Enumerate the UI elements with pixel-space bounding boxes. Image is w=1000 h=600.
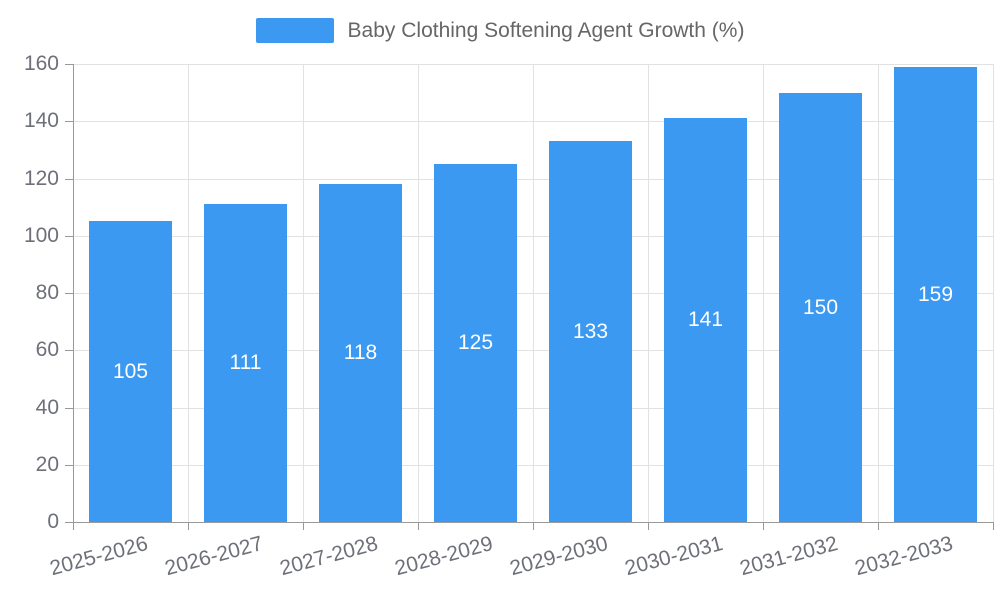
x-axis-line xyxy=(65,522,993,523)
y-axis-tick xyxy=(65,407,73,409)
gridline-vertical xyxy=(878,64,879,522)
y-axis-tick-label: 20 xyxy=(35,452,59,476)
x-axis-tick-label: 2029-2030 xyxy=(506,532,610,581)
x-axis-tick-label: 2032-2033 xyxy=(851,532,955,581)
gridline-vertical xyxy=(533,64,534,522)
bar: 159 xyxy=(894,67,977,522)
y-axis-tick xyxy=(65,178,73,180)
y-axis-tick xyxy=(65,464,73,466)
plot-area: 105 111 118 125 133 141 150 159 xyxy=(65,64,994,530)
y-axis-tick xyxy=(65,522,73,523)
x-axis-tick-label: 2026-2027 xyxy=(161,532,265,581)
bar-value-label: 150 xyxy=(802,295,839,319)
y-axis-tick-label: 40 xyxy=(35,395,59,419)
gridline-vertical xyxy=(993,64,994,522)
y-axis-tick xyxy=(65,293,73,294)
x-axis-tick xyxy=(878,522,879,530)
bar-value-label: 133 xyxy=(572,319,609,343)
y-axis-tick-label: 120 xyxy=(23,166,59,190)
bar: 118 xyxy=(319,184,402,522)
bar-value-label: 105 xyxy=(112,359,149,383)
x-axis-tick xyxy=(188,522,189,530)
bar: 133 xyxy=(549,141,632,522)
x-axis-tick xyxy=(303,522,304,530)
x-axis-tick-label: 2028-2029 xyxy=(391,532,495,581)
y-axis-line xyxy=(73,64,74,522)
y-axis-tick-label: 80 xyxy=(35,281,59,304)
gridline-vertical xyxy=(648,64,649,522)
x-axis-tick xyxy=(648,522,649,530)
bar-value-label: 159 xyxy=(917,282,954,306)
y-axis-tick xyxy=(65,235,73,237)
gridline-vertical xyxy=(303,64,304,522)
y-axis-labels: 0 20 40 60 80 100 120 140 160 xyxy=(0,52,62,533)
y-axis-tick-label: 0 xyxy=(47,510,59,533)
bar-value-label: 111 xyxy=(229,351,262,374)
legend-label: Baby Clothing Softening Agent Growth (%) xyxy=(347,18,745,42)
bar-value-label: 118 xyxy=(343,341,378,364)
bar: 150 xyxy=(779,93,862,522)
y-axis-tick xyxy=(65,350,73,352)
x-axis-tick xyxy=(533,522,534,530)
x-axis-labels: 2025-2026 2026-2027 2027-2028 2028-2029 2029… xyxy=(47,532,993,600)
y-axis-tick-label: 100 xyxy=(23,223,59,247)
bar-value-label: 125 xyxy=(457,331,494,354)
x-axis-tick xyxy=(73,522,74,530)
y-axis-tick-label: 60 xyxy=(35,338,59,362)
gridline-vertical xyxy=(418,64,419,522)
x-axis-tick xyxy=(763,522,764,530)
bar: 105 xyxy=(89,221,172,522)
gridline-vertical xyxy=(763,64,764,522)
y-axis-tick xyxy=(65,121,73,123)
bar: 141 xyxy=(664,118,747,522)
bar-value-label: 141 xyxy=(687,308,724,331)
x-axis-tick xyxy=(418,522,419,530)
x-axis-tick-label: 2027-2028 xyxy=(276,532,380,581)
gridline-vertical xyxy=(188,64,189,522)
x-axis-tick-label: 2025-2026 xyxy=(46,532,150,581)
y-axis-tick-label: 160 xyxy=(23,52,59,75)
bar: 125 xyxy=(434,164,517,522)
x-axis-tick-label: 2031-2032 xyxy=(736,532,840,581)
legend-swatch-icon xyxy=(255,18,334,43)
bar: 111 xyxy=(204,204,287,522)
y-axis-tick xyxy=(65,64,73,65)
y-axis-tick-label: 140 xyxy=(23,109,59,133)
legend[interactable]: Baby Clothing Softening Agent Growth (%) xyxy=(0,18,1000,43)
x-axis-tick-label: 2030-2031 xyxy=(621,532,725,581)
x-axis-tick xyxy=(993,522,994,530)
